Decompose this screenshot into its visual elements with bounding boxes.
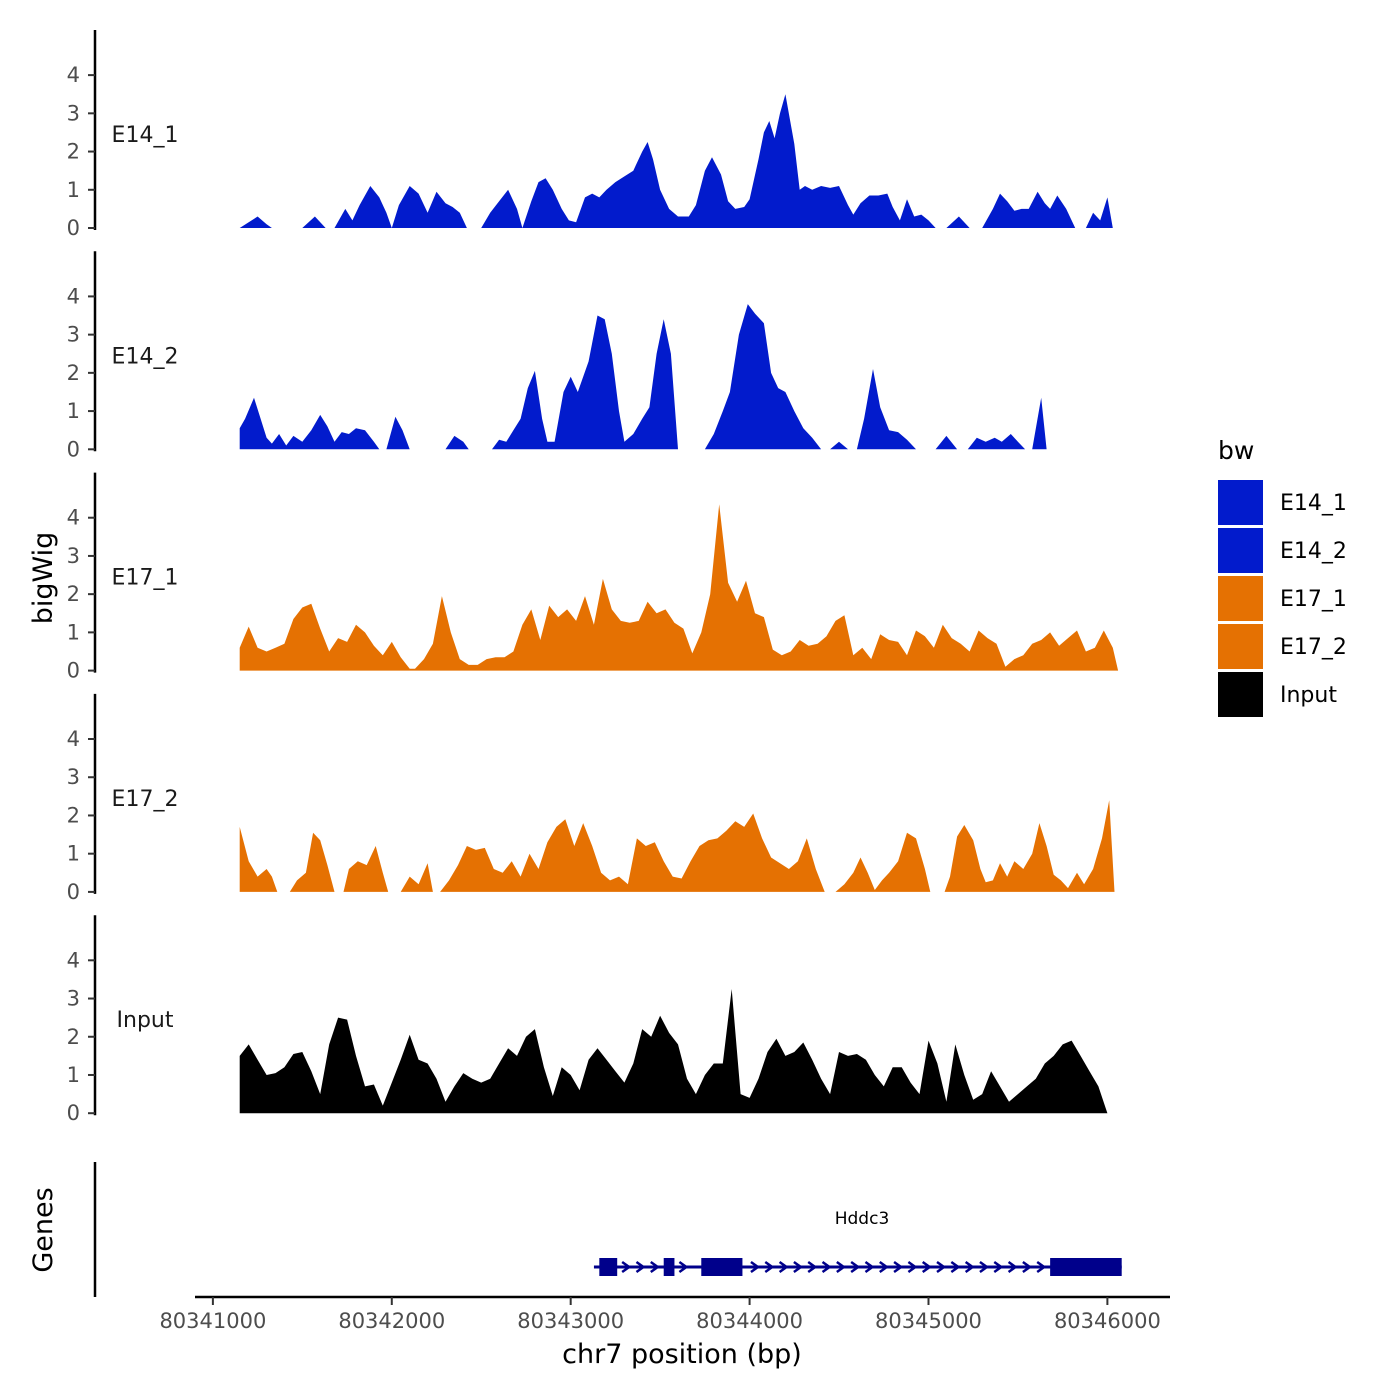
strand-arrow [907,1260,918,1274]
strand-arrow [993,1260,1004,1274]
legend-label-E17_2: E17_2 [1280,635,1347,660]
track-E14_1: 0 1 2 3 4 E14_1 [67,30,1113,240]
y-tick-label: 3 [67,544,80,568]
x-axis-title: chr7 position (bp) [562,1339,802,1370]
x-tick-label: 80346000 [1054,1309,1161,1333]
strand-arrow [778,1260,789,1274]
strand-arrow [921,1260,932,1274]
y-tick-label: 4 [67,63,80,87]
y-tick-label: 3 [67,987,80,1011]
genes-panel: Genes Hddc3 [28,1162,1122,1297]
legend-label-E17_1: E17_1 [1280,587,1347,612]
legend-title: bw [1218,436,1254,465]
strand-arrow [879,1260,889,1274]
y-tick-label: 0 [67,437,80,461]
strand-arrow [635,1260,646,1274]
strand-arrow [864,1260,875,1274]
strand-arrow [964,1260,975,1274]
strand-arrow [1036,1260,1047,1274]
y-tick-label: 1 [67,1063,80,1087]
y-tick-label: 4 [67,948,80,972]
y-tick-label: 2 [67,803,80,827]
gene-exon [1050,1258,1122,1276]
y-tick-label: 1 [67,620,80,644]
strand-arrow [807,1260,818,1274]
y-tick-label: 2 [67,1025,80,1049]
y-tick-label: 0 [67,659,80,683]
strand-arrow [1007,1260,1018,1274]
y-tick-label: 2 [67,582,80,606]
signal-area-E14_2 [239,304,1047,450]
x-tick-label: 80343000 [517,1309,624,1333]
track-E17_1: 0 1 2 3 4 E17_1 [67,472,1119,683]
legend-label-Input: Input [1280,683,1337,708]
y-tick-label: 0 [67,216,80,240]
gene-exon [599,1258,618,1276]
y-tick-label: 1 [67,842,80,866]
strand-arrow [621,1260,632,1274]
track-label-E14_2: E14_2 [112,344,179,369]
signal-area-E17_2 [239,800,1115,892]
track-E14_2: 0 1 2 3 4 E14_2 [67,251,1047,461]
strand-arrow [950,1260,961,1274]
strand-arrow [893,1260,904,1274]
legend-swatch-E14_1 [1218,480,1263,525]
legend-label-E14_2: E14_2 [1280,539,1347,564]
y-tick-label: 3 [67,101,80,125]
legend-swatch-Input [1218,672,1263,717]
track-label-E14_1: E14_1 [112,123,179,148]
track-label-E17_1: E17_1 [112,566,179,591]
legend-swatch-E14_2 [1218,528,1263,573]
track-label-Input: Input [117,1008,174,1033]
x-tick-label: 80341000 [159,1309,266,1333]
y-tick-label: 2 [67,361,80,385]
signal-tracks: 0 1 2 3 4 E14_1 0 1 2 3 4 E14_2 0 1 2 3 4 E17_1 0 1 2 3 4 E17_2… [67,30,1119,1125]
genes-axis-title: Genes [28,1187,59,1272]
strand-arrow [750,1260,761,1274]
strand-arrow [764,1260,775,1274]
strand-arrow [678,1260,689,1274]
legend: bw E14_1 E14_2 E17_1 E17_2 Input [1218,436,1347,717]
gene-model [593,1258,1122,1276]
y-tick-label: 4 [67,284,80,308]
y-tick-label: 4 [67,727,80,751]
gene-label: Hddc3 [835,1209,890,1229]
x-axis: 80341000 80342000 80343000 80344000 80345000… [159,1295,1170,1333]
strand-arrow [793,1260,804,1274]
legend-swatch-E17_1 [1218,576,1263,621]
x-tick-label: 80344000 [696,1309,803,1333]
strand-arrow [650,1260,660,1274]
strand-arrow [836,1260,846,1274]
y-tick-label: 3 [67,323,80,347]
strand-arrow [821,1260,832,1274]
y-tick-label: 0 [67,1101,80,1125]
legend-label-E14_1: E14_1 [1280,491,1347,516]
x-tick-label: 80345000 [875,1309,982,1333]
gene-exon [701,1258,743,1276]
track-label-E17_2: E17_2 [112,787,179,812]
strand-arrow [850,1260,861,1274]
y-tick-label: 1 [67,178,80,202]
y-tick-label: 2 [67,140,80,164]
strand-arrow [936,1260,947,1274]
legend-swatch-E17_2 [1218,624,1263,669]
strand-arrow [1022,1260,1033,1274]
strand-arrow [979,1260,990,1274]
track-Input: 0 1 2 3 4 Input [67,915,1108,1125]
signal-area-E17_1 [239,504,1119,671]
y-axis-title: bigWig [28,532,59,625]
y-tick-label: 0 [67,880,80,904]
gene-exon [663,1258,675,1276]
x-tick-label: 80342000 [338,1309,445,1333]
y-tick-label: 4 [67,506,80,530]
y-tick-label: 1 [67,399,80,423]
signal-area-Input [239,989,1108,1114]
signal-area-E14_1 [239,94,1113,228]
track-E17_2: 0 1 2 3 4 E17_2 [67,693,1115,904]
y-tick-label: 3 [67,765,80,789]
